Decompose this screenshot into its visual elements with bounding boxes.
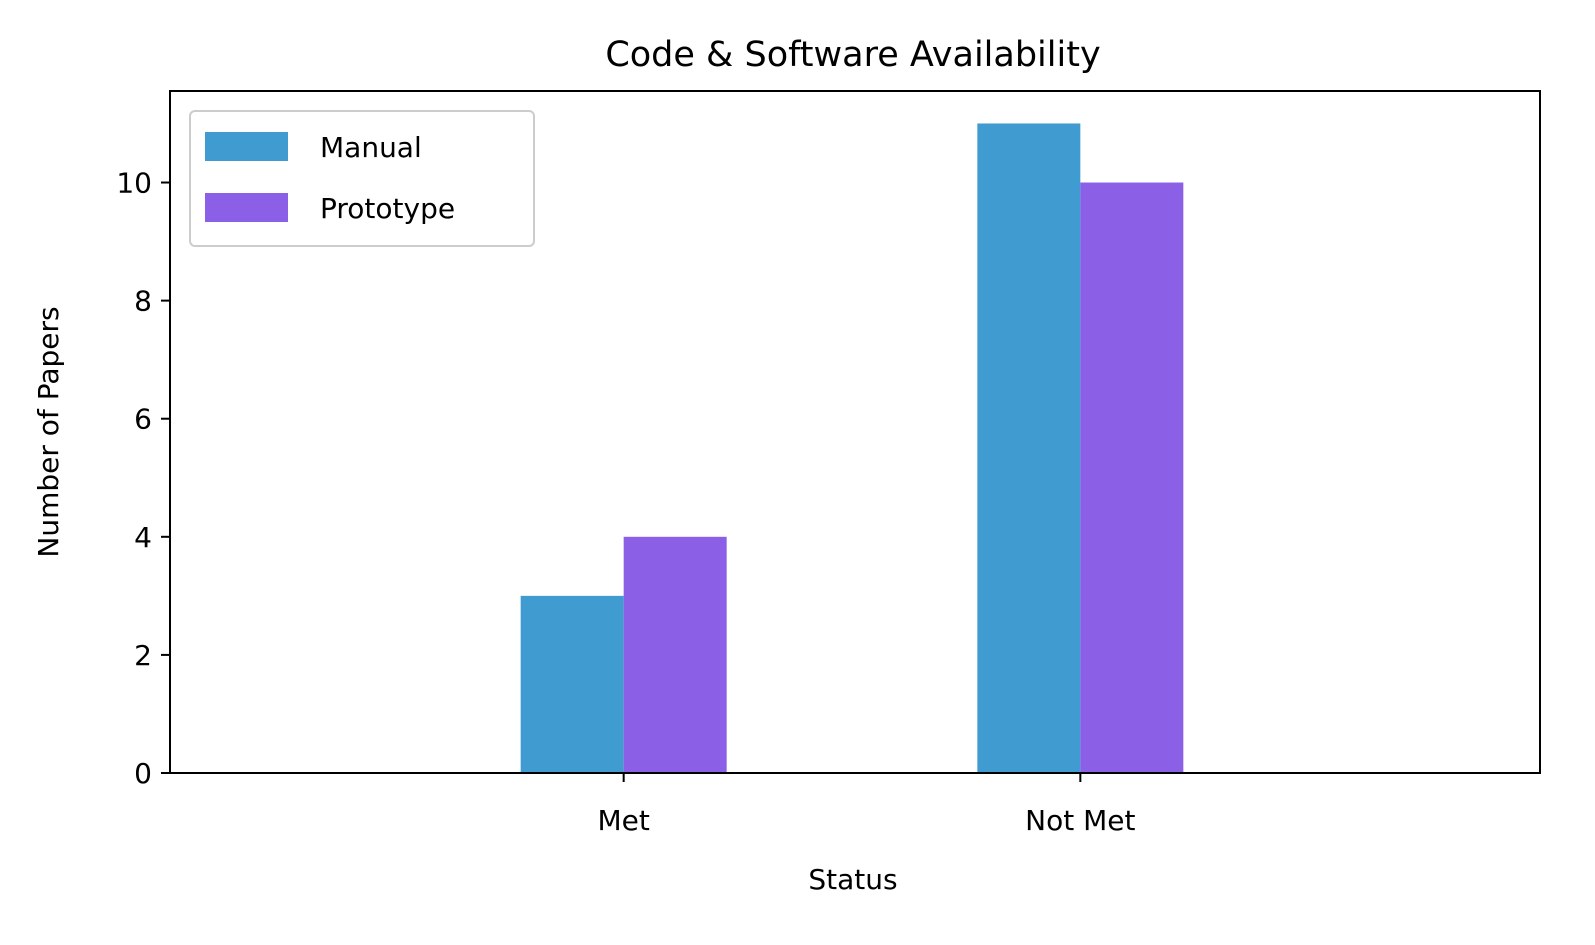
y-tick-label: 0 [134,757,152,790]
legend: Manual Prototype [189,110,535,247]
y-tick-label: 6 [134,403,152,436]
chart-title: Code & Software Availability [605,35,1100,75]
legend-swatch-manual [205,132,288,161]
y-axis-label: Number of Papers [32,306,65,557]
y-tick-label: 8 [134,285,152,318]
y-tick-label: 4 [134,521,152,554]
plot-frame [169,90,1541,774]
x-axis-label: Status [808,863,897,896]
y-tick-label: 2 [134,639,152,672]
bar-manual-met [520,595,624,773]
legend-swatch-prototype [205,193,288,222]
bar-manual-not-met [977,123,1081,773]
y-tick-label: 10 [116,167,152,200]
legend-label-prototype: Prototype [320,192,455,225]
bars-group [520,123,1184,773]
x-tick-label: Not Met [1025,804,1135,837]
x-tick-label: Met [597,804,649,837]
ticks-group: 0 2 4 6 8 10 Met Not Met [116,167,1135,837]
legend-label-manual: Manual [320,131,422,164]
bar-prototype-met [623,536,727,773]
axes-group [169,90,1541,774]
bar-prototype-not-met [1080,182,1184,773]
